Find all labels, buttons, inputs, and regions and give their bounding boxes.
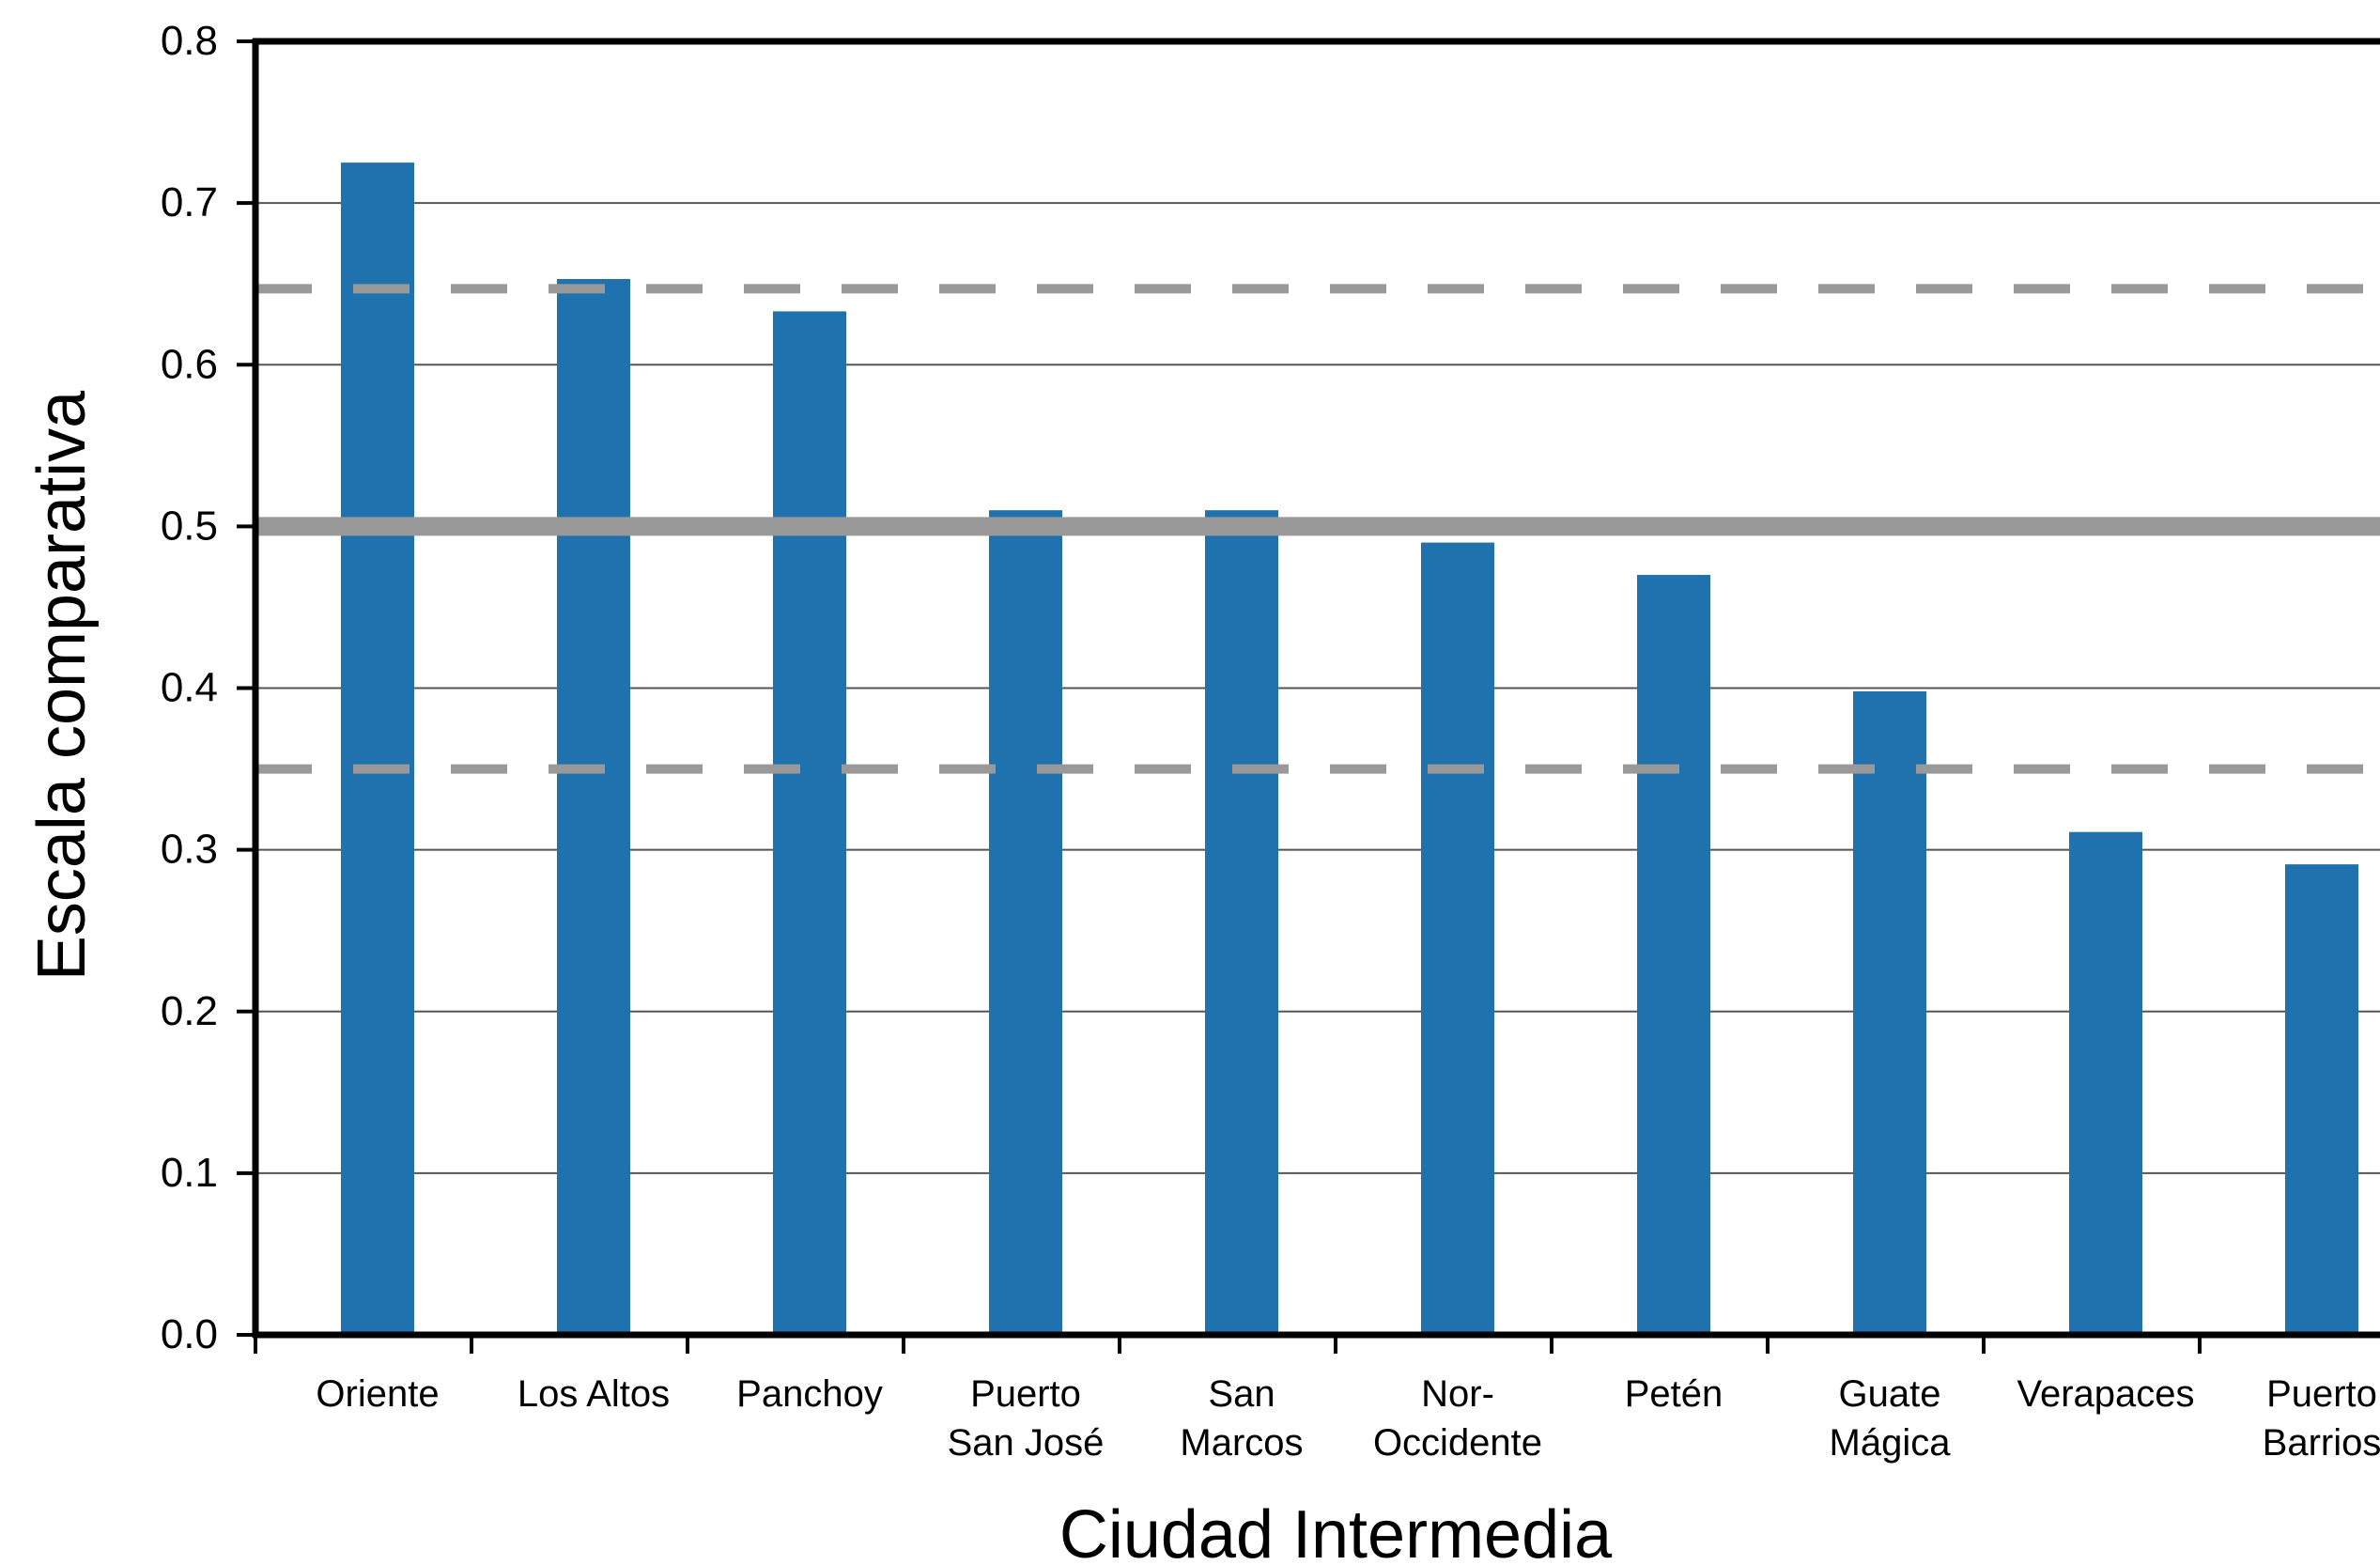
bar bbox=[2069, 831, 2142, 1335]
y-tick-label: 0.3 bbox=[161, 827, 218, 873]
x-tick-label: Nor- bbox=[1421, 1373, 1494, 1415]
bar bbox=[1205, 510, 1278, 1335]
x-tick-label: Marcos bbox=[1180, 1422, 1303, 1464]
x-axis-ticks: Oriente Los Altos Panchoy Puerto San José San… bbox=[254, 1335, 2380, 1464]
y-tick-label: 0.8 bbox=[161, 18, 218, 64]
y-tick-label: 0.6 bbox=[161, 341, 218, 387]
x-tick-label: San José bbox=[948, 1422, 1105, 1464]
y-axis-label: Escala comparativa bbox=[24, 390, 100, 981]
x-tick-label: Barrios bbox=[2263, 1422, 2380, 1464]
bar bbox=[341, 163, 414, 1335]
x-tick-label: Verapaces bbox=[2017, 1373, 2194, 1415]
y-axis-ticks: 0.0 0.1 0.2 0.3 0.4 0.5 0.6 0.7 0.8 bbox=[161, 18, 255, 1357]
y-tick-label: 0.1 bbox=[161, 1150, 218, 1196]
x-tick-label: Oriente bbox=[316, 1373, 439, 1415]
bar bbox=[2285, 864, 2358, 1335]
x-tick-label: Petén bbox=[1625, 1373, 1723, 1415]
x-axis-label: Ciudad Intermedia bbox=[1059, 1497, 1613, 1565]
bar bbox=[773, 311, 846, 1336]
y-tick-label: 0.0 bbox=[161, 1311, 218, 1357]
x-tick-label: Puerto bbox=[970, 1373, 1081, 1415]
x-tick-label: Guate bbox=[1839, 1373, 1941, 1415]
bar bbox=[557, 279, 630, 1336]
bar bbox=[989, 510, 1062, 1335]
bar bbox=[1421, 542, 1494, 1335]
y-tick-label: 0.5 bbox=[161, 503, 218, 549]
reference-lines bbox=[255, 284, 2380, 774]
x-tick-label: San bbox=[1208, 1373, 1275, 1415]
y-tick-label: 0.2 bbox=[161, 988, 218, 1034]
x-tick-label: Panchoy bbox=[736, 1373, 883, 1415]
x-tick-label: Mágica bbox=[1830, 1422, 1952, 1464]
x-tick-label: Puerto bbox=[2266, 1373, 2377, 1415]
bars bbox=[341, 163, 2358, 1336]
y-tick-label: 0.4 bbox=[161, 665, 218, 711]
x-tick-label: Los Altos bbox=[518, 1373, 670, 1415]
bar bbox=[1637, 575, 1710, 1335]
bar bbox=[1853, 690, 1926, 1335]
x-tick-label: Occidente bbox=[1373, 1422, 1542, 1464]
y-tick-label: 0.7 bbox=[161, 179, 218, 225]
